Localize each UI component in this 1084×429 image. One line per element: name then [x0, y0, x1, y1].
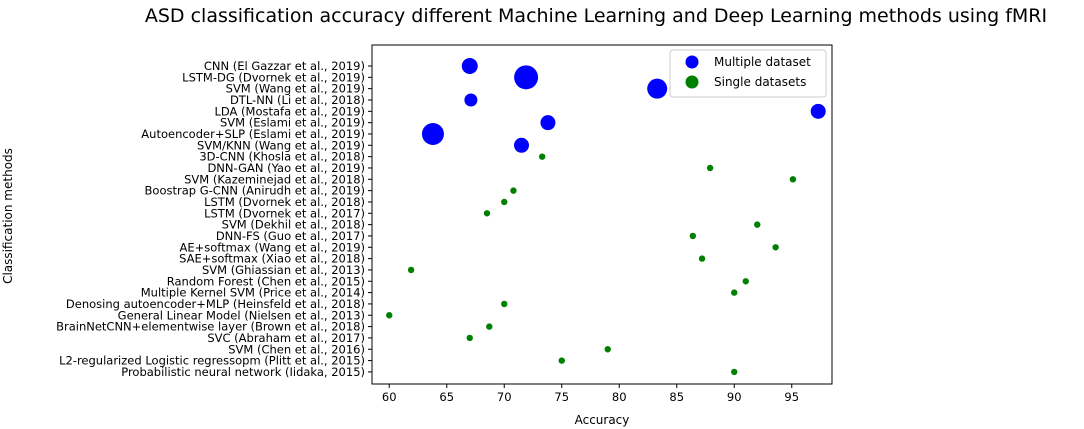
legend-marker — [685, 75, 699, 89]
single-dataset-point — [689, 232, 697, 240]
multiple-dataset-point — [810, 103, 826, 119]
y-tick-label: SAE+softmax (Xiao et al., 2018) — [179, 252, 365, 266]
y-tick-label: LSTM (Dvornek et al., 2018) — [204, 195, 365, 209]
y-tick-label: Multiple Kernel SVM (Price et al., 2014) — [141, 286, 365, 300]
legend-label: Multiple dataset — [714, 55, 811, 69]
single-dataset-point — [501, 300, 508, 308]
y-tick-label: DNN-FS (Guo et al., 2017) — [216, 229, 365, 243]
single-dataset-point — [558, 357, 565, 364]
y-tick-label: 3D-CNN (Khosla et al., 2018) — [199, 150, 365, 164]
y-tick-label: Probabilistic neural network (Iidaka, 20… — [121, 365, 365, 379]
x-tick-label: 85 — [669, 390, 684, 404]
y-tick-label: LDA (Mostafa et al., 2019) — [214, 104, 365, 118]
y-tick-label: LSTM-DG (Dvornek et al., 2019) — [182, 70, 365, 84]
x-tick-label: 60 — [382, 390, 397, 404]
single-dataset-point — [501, 198, 508, 206]
multiple-dataset-point — [461, 58, 478, 74]
y-tick-label: SVM (Eslami et al., 2019) — [220, 116, 365, 130]
single-dataset-point — [731, 368, 738, 376]
y-tick-label: DTL-NN (Li et al., 2018) — [230, 93, 365, 107]
y-tick-label: BrainNetCNN+elementwise layer (Brown et … — [56, 320, 365, 334]
y-tick-label: General Linear Model (Nielsen et al., 20… — [118, 308, 365, 322]
single-dataset-point — [466, 334, 473, 342]
y-tick-label: AE+softmax (Wang et al., 2019) — [180, 240, 365, 254]
y-tick-label: Denosing autoencoder+MLP (Heinsfeld et a… — [66, 297, 365, 311]
plot-frame — [371, 44, 833, 385]
y-tick-label: SVM (Chen et al., 2016) — [228, 342, 365, 356]
y-tick-label: SVC (Abraham et al., 2017) — [207, 331, 365, 345]
single-dataset-point — [486, 323, 493, 330]
x-tick-label: 95 — [784, 390, 799, 404]
y-tick-label: Random Forest (Chen et al., 2015) — [167, 274, 365, 288]
y-tick-label: DNN-GAN (Yao et al., 2019) — [207, 161, 365, 175]
plot-area: 60 65 70 75 80 85 90 95 CNN (El Gazzar et al., 2… — [56, 44, 833, 404]
y-axis-label: Classification methods — [1, 148, 15, 284]
y-tick-label: SVM/KNN (Wang et al., 2019) — [197, 138, 365, 152]
single-dataset-point — [510, 187, 517, 194]
x-tick-label: 80 — [612, 390, 627, 404]
multiple-dataset-point — [540, 115, 556, 131]
single-dataset-point — [742, 278, 749, 285]
x-axis-label: Accuracy — [575, 413, 630, 427]
y-tick-label: Boostrap G-CNN (Anirudh et al., 2019) — [145, 184, 365, 198]
x-tick-label: 70 — [497, 390, 512, 404]
single-dataset-point — [731, 289, 738, 296]
multiple-dataset-point — [464, 93, 478, 107]
single-dataset-point — [407, 266, 415, 274]
legend-box — [669, 49, 827, 98]
y-tick-label: LSTM (Dvornek et al., 2017) — [204, 206, 365, 220]
x-tick-label: 75 — [554, 390, 569, 404]
x-tick-label: 65 — [439, 390, 454, 404]
single-dataset-point — [539, 153, 546, 160]
legend-marker — [685, 55, 699, 69]
single-dataset-point — [483, 210, 491, 217]
single-dataset-point — [386, 312, 393, 319]
y-tick-label: CNN (El Gazzar et al., 2019) — [204, 59, 365, 73]
x-tick-label: 90 — [727, 390, 742, 404]
multiple-dataset-point — [514, 65, 539, 90]
multiple-dataset-point — [421, 122, 444, 145]
chart-title: ASD classification accuracy different Ma… — [145, 5, 1047, 27]
y-tick-label: SVM (Dekhil et al., 2018) — [222, 218, 365, 232]
single-dataset-point — [754, 221, 761, 228]
y-tick-label: SVM (Wang et al., 2019) — [226, 82, 365, 96]
single-dataset-point — [789, 176, 797, 183]
y-tick-label: SVM (Ghiassian et al., 2013) — [202, 263, 365, 277]
legend: Multiple dataset Single datasets — [669, 49, 827, 98]
legend-label: Single datasets — [714, 75, 806, 89]
multiple-dataset-point — [514, 137, 529, 153]
y-tick-label: SVM (Kazeminejad et al., 2018) — [184, 172, 365, 186]
y-tick-label: L2-regularized Logistic regressopm (Plit… — [59, 354, 365, 368]
multiple-dataset-point — [647, 78, 668, 99]
single-dataset-point — [698, 255, 706, 262]
y-tick-label: Autoencoder+SLP (Eslami et al., 2019) — [141, 127, 365, 141]
single-dataset-point — [706, 164, 714, 172]
single-dataset-point — [772, 244, 779, 251]
single-dataset-point — [604, 346, 611, 353]
